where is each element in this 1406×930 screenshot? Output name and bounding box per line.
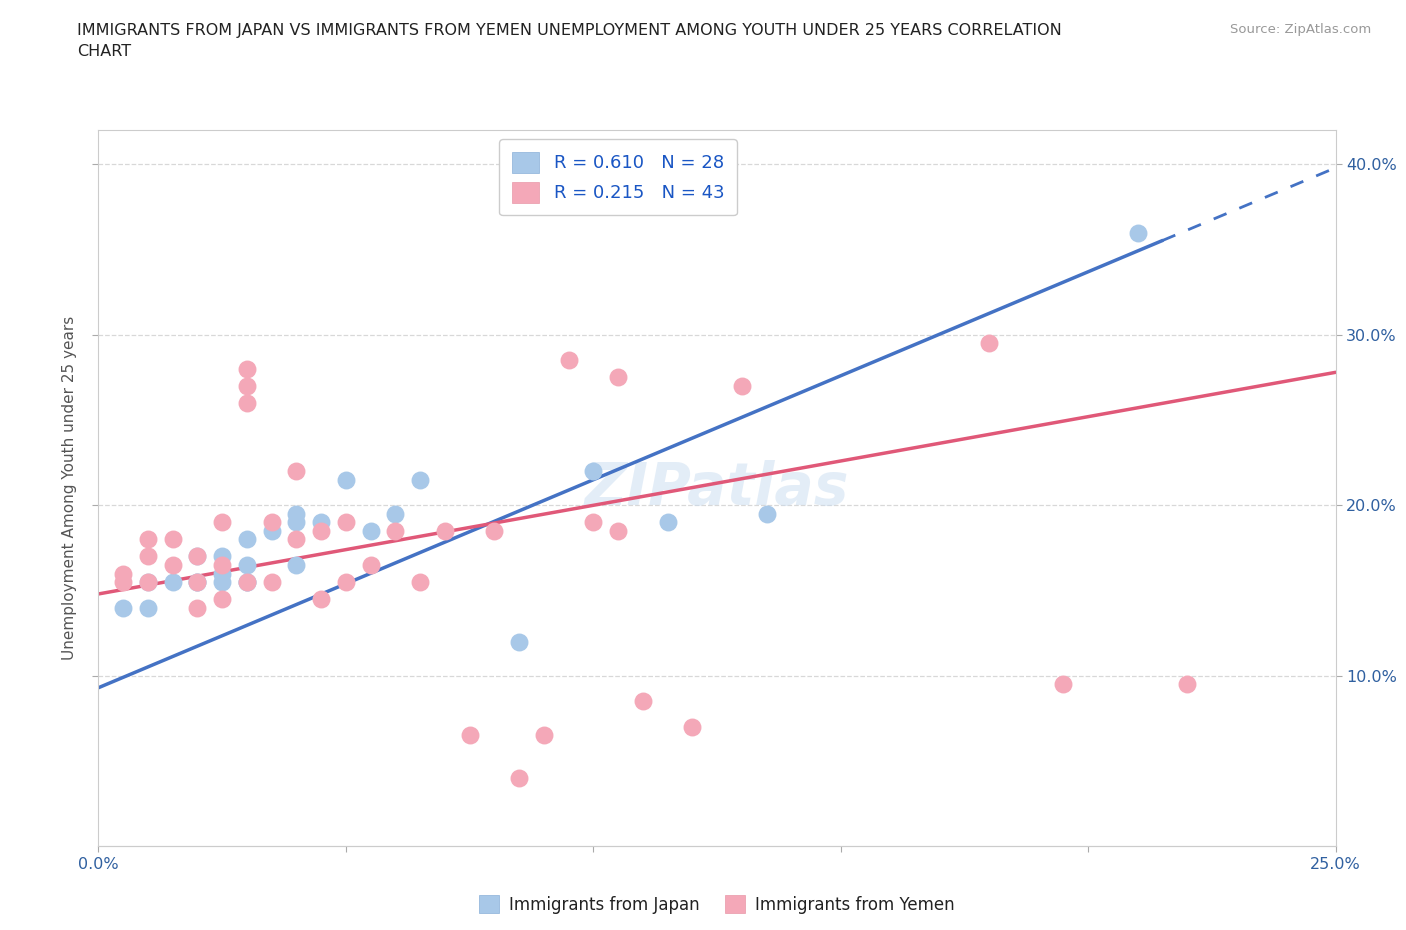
Point bbox=[186, 549, 208, 564]
Point bbox=[260, 575, 283, 590]
Point bbox=[360, 524, 382, 538]
Point bbox=[236, 575, 259, 590]
Point bbox=[136, 575, 159, 590]
Point bbox=[384, 524, 406, 538]
Point bbox=[162, 558, 184, 573]
Point bbox=[335, 515, 357, 530]
Text: IMMIGRANTS FROM JAPAN VS IMMIGRANTS FROM YEMEN UNEMPLOYMENT AMONG YOUTH UNDER 25: IMMIGRANTS FROM JAPAN VS IMMIGRANTS FROM… bbox=[77, 23, 1062, 38]
Point bbox=[309, 524, 332, 538]
Point bbox=[112, 575, 135, 590]
Point bbox=[112, 600, 135, 615]
Point bbox=[236, 362, 259, 377]
Point bbox=[260, 515, 283, 530]
Y-axis label: Unemployment Among Youth under 25 years: Unemployment Among Youth under 25 years bbox=[62, 316, 77, 660]
Point bbox=[409, 575, 432, 590]
Point bbox=[607, 370, 630, 385]
Point bbox=[236, 379, 259, 393]
Point bbox=[508, 634, 530, 649]
Point bbox=[607, 524, 630, 538]
Point bbox=[211, 591, 233, 606]
Point bbox=[162, 575, 184, 590]
Point bbox=[582, 464, 605, 479]
Point bbox=[657, 515, 679, 530]
Point bbox=[236, 532, 259, 547]
Point bbox=[582, 515, 605, 530]
Point bbox=[186, 600, 208, 615]
Point bbox=[681, 720, 703, 735]
Point bbox=[309, 591, 332, 606]
Point bbox=[508, 771, 530, 786]
Point bbox=[285, 532, 308, 547]
Point bbox=[484, 524, 506, 538]
Point bbox=[285, 515, 308, 530]
Point bbox=[979, 336, 1001, 351]
Point bbox=[1175, 677, 1198, 692]
Point bbox=[1126, 225, 1149, 240]
Point bbox=[236, 558, 259, 573]
Point bbox=[631, 694, 654, 709]
Point bbox=[409, 472, 432, 487]
Point bbox=[309, 515, 332, 530]
Text: Source: ZipAtlas.com: Source: ZipAtlas.com bbox=[1230, 23, 1371, 36]
Point bbox=[384, 507, 406, 522]
Text: ZIPatlas: ZIPatlas bbox=[585, 459, 849, 517]
Point bbox=[136, 549, 159, 564]
Point bbox=[136, 532, 159, 547]
Point bbox=[136, 600, 159, 615]
Point bbox=[162, 532, 184, 547]
Point bbox=[186, 549, 208, 564]
Point bbox=[335, 472, 357, 487]
Point bbox=[236, 395, 259, 410]
Point bbox=[533, 728, 555, 743]
Point bbox=[335, 575, 357, 590]
Point bbox=[211, 515, 233, 530]
Point bbox=[236, 575, 259, 590]
Point bbox=[211, 549, 233, 564]
Point bbox=[186, 575, 208, 590]
Point bbox=[186, 575, 208, 590]
Legend: Immigrants from Japan, Immigrants from Yemen: Immigrants from Japan, Immigrants from Y… bbox=[472, 889, 962, 921]
Point bbox=[557, 353, 579, 368]
Point bbox=[211, 575, 233, 590]
Point bbox=[211, 566, 233, 581]
Point bbox=[112, 566, 135, 581]
Point bbox=[236, 575, 259, 590]
Point bbox=[136, 575, 159, 590]
Point bbox=[731, 379, 754, 393]
Point bbox=[433, 524, 456, 538]
Point bbox=[1052, 677, 1074, 692]
Point bbox=[285, 558, 308, 573]
Point bbox=[285, 507, 308, 522]
Point bbox=[260, 524, 283, 538]
Point bbox=[755, 507, 778, 522]
Point bbox=[458, 728, 481, 743]
Text: CHART: CHART bbox=[77, 44, 131, 59]
Point bbox=[360, 558, 382, 573]
Point bbox=[211, 558, 233, 573]
Point bbox=[285, 464, 308, 479]
Point bbox=[186, 575, 208, 590]
